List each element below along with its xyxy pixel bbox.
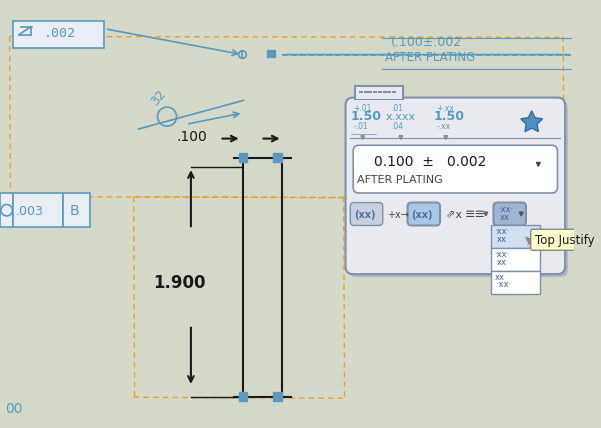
Text: xx: xx bbox=[496, 235, 507, 244]
Text: .002: .002 bbox=[44, 27, 76, 40]
Text: xx: xx bbox=[496, 258, 507, 267]
Bar bbox=[355, 86, 403, 99]
Text: B: B bbox=[70, 204, 79, 218]
FancyBboxPatch shape bbox=[350, 202, 383, 226]
Bar bbox=[267, 50, 275, 57]
Text: 1.50: 1.50 bbox=[433, 110, 465, 123]
Text: xx: xx bbox=[495, 273, 504, 282]
Polygon shape bbox=[361, 136, 365, 140]
Text: 1.50: 1.50 bbox=[350, 110, 381, 123]
Bar bbox=[273, 153, 282, 161]
FancyBboxPatch shape bbox=[349, 101, 568, 277]
Bar bbox=[273, 392, 282, 401]
Text: -.xx: -.xx bbox=[436, 122, 450, 131]
FancyBboxPatch shape bbox=[493, 202, 526, 226]
Bar bbox=[0, 193, 13, 227]
Text: Top Justify: Top Justify bbox=[535, 234, 595, 247]
Bar bbox=[13, 193, 63, 227]
Bar bbox=[13, 21, 104, 48]
Polygon shape bbox=[484, 212, 488, 216]
Polygon shape bbox=[537, 163, 540, 166]
Text: +.01: +.01 bbox=[353, 104, 371, 113]
Text: .100: .100 bbox=[177, 131, 207, 145]
Text: (.100±.002: (.100±.002 bbox=[391, 36, 463, 49]
Text: x.xxx: x.xxx bbox=[386, 113, 416, 122]
Text: ≡≡: ≡≡ bbox=[465, 208, 486, 221]
Text: .003: .003 bbox=[15, 205, 43, 218]
Text: AFTER PLATING: AFTER PLATING bbox=[385, 51, 475, 64]
FancyBboxPatch shape bbox=[353, 145, 558, 193]
Text: (xx): (xx) bbox=[412, 210, 433, 220]
Text: ·xx·: ·xx· bbox=[496, 280, 511, 289]
Polygon shape bbox=[519, 212, 523, 216]
Bar bbox=[239, 392, 247, 401]
Text: 1.900: 1.900 bbox=[153, 274, 205, 292]
Text: ⇗x: ⇗x bbox=[446, 210, 462, 220]
Bar bbox=[356, 87, 402, 99]
Text: 32: 32 bbox=[148, 88, 168, 108]
Text: ·xx·: ·xx· bbox=[495, 227, 510, 236]
Bar bbox=[63, 193, 90, 227]
Text: .01: .01 bbox=[391, 104, 403, 113]
FancyBboxPatch shape bbox=[346, 98, 565, 274]
Text: xx: xx bbox=[500, 213, 510, 222]
Text: +x→: +x→ bbox=[386, 210, 409, 220]
Text: 00: 00 bbox=[5, 401, 22, 416]
Polygon shape bbox=[399, 136, 403, 140]
Bar bbox=[490, 248, 540, 271]
Text: AFTER PLATING: AFTER PLATING bbox=[357, 175, 443, 185]
Polygon shape bbox=[521, 111, 543, 132]
Polygon shape bbox=[444, 136, 448, 140]
Text: (xx): (xx) bbox=[354, 210, 376, 220]
Polygon shape bbox=[525, 237, 534, 248]
Text: ·xx·: ·xx· bbox=[495, 250, 510, 259]
FancyBboxPatch shape bbox=[407, 202, 440, 226]
Text: +.xx: +.xx bbox=[436, 104, 454, 113]
Bar bbox=[490, 226, 540, 248]
Text: 0.100  ±   0.002: 0.100 ± 0.002 bbox=[374, 155, 487, 169]
FancyBboxPatch shape bbox=[531, 229, 601, 250]
Text: .04: .04 bbox=[391, 122, 403, 131]
Bar bbox=[239, 153, 247, 161]
Text: ·xx·: ·xx· bbox=[498, 205, 513, 214]
Bar bbox=[490, 271, 540, 294]
Text: -.01: -.01 bbox=[353, 122, 368, 131]
